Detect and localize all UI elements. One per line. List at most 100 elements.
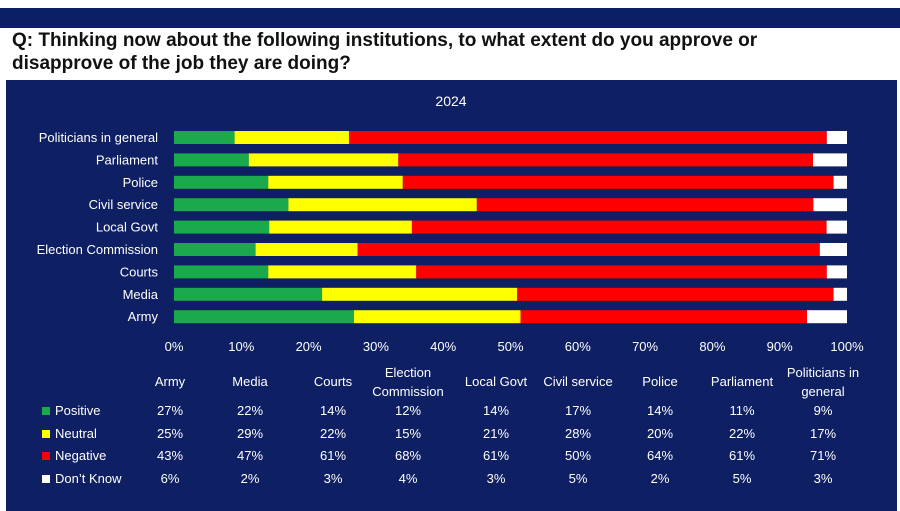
table-column-header: Commission [372, 384, 444, 399]
x-tick-label: 0% [165, 339, 184, 354]
bar-segment-negative [402, 175, 834, 189]
table-column-header: Politicians in [787, 365, 859, 380]
table-cell: 61% [729, 448, 755, 463]
bar-segment-don-t-know [819, 243, 847, 256]
table-cell: 22% [320, 426, 346, 441]
table-cell: 22% [729, 426, 755, 441]
table-cell: 17% [565, 403, 591, 418]
bar-segment-don-t-know [813, 153, 847, 167]
bar-segment-positive [174, 175, 269, 189]
table-cell: 5% [733, 471, 752, 486]
x-tick-label: 60% [565, 339, 591, 354]
table-cell: 27% [157, 403, 183, 418]
table-cell: 21% [483, 426, 509, 441]
bar-segment-negative [398, 153, 814, 167]
bar-segment-neutral [268, 265, 417, 279]
x-tick-label: 80% [699, 339, 725, 354]
category-label: Politicians in general [39, 130, 158, 145]
bar-segment-neutral [268, 175, 403, 189]
table-column-header: Local Govt [465, 374, 528, 389]
bar-segment-don-t-know [833, 287, 847, 301]
table-column-header: general [801, 384, 844, 399]
table-cell: 25% [157, 426, 183, 441]
bar-segment-positive [174, 131, 235, 144]
table-cell: 61% [320, 448, 346, 463]
chart-title: 2024 [435, 93, 466, 109]
table-column-header: Police [642, 374, 677, 389]
bar-segment-positive [174, 153, 249, 167]
table-cell: 29% [237, 426, 263, 441]
bar-segment-neutral [255, 243, 358, 256]
bar-segment-don-t-know [826, 131, 847, 144]
bar-segment-positive [174, 243, 256, 256]
table-cell: 47% [237, 448, 263, 463]
table-cell: 22% [237, 403, 263, 418]
bar-segment-negative [411, 220, 827, 234]
table-column-header: Parliament [711, 374, 774, 389]
bar-segment-negative [517, 287, 834, 301]
category-label: Civil service [89, 197, 158, 212]
bar-segment-neutral [322, 287, 518, 301]
x-tick-label: 10% [228, 339, 254, 354]
category-label: Police [123, 175, 158, 190]
table-column-header: Media [232, 374, 268, 389]
bar-segment-negative [476, 198, 814, 212]
bar-segment-don-t-know [826, 220, 847, 234]
legend-swatch [42, 430, 50, 438]
table-cell: 17% [810, 426, 836, 441]
question-text: Q: Thinking now about the following inst… [12, 29, 892, 75]
table-cell: 12% [395, 403, 421, 418]
x-tick-label: 20% [296, 339, 322, 354]
bar-segment-neutral [269, 220, 412, 234]
bar-segment-neutral [234, 131, 349, 144]
table-cell: 14% [483, 403, 509, 418]
legend-label: Don’t Know [55, 471, 122, 486]
table-cell: 15% [395, 426, 421, 441]
bar-segment-negative [416, 265, 827, 279]
table-cell: 5% [569, 471, 588, 486]
x-tick-label: 90% [767, 339, 793, 354]
bar-segment-positive [174, 310, 354, 324]
table-cell: 2% [241, 471, 260, 486]
table-cell: 20% [647, 426, 673, 441]
bar-segment-neutral [353, 310, 521, 324]
table-cell: 3% [324, 471, 343, 486]
category-label: Local Govt [96, 220, 159, 235]
question-line-2: disapprove of the job they are doing? [12, 53, 351, 74]
table-cell: 3% [814, 471, 833, 486]
table-cell: 71% [810, 448, 836, 463]
table-cell: 6% [161, 471, 180, 486]
bar-segment-don-t-know [833, 175, 847, 189]
bar-segment-don-t-know [826, 265, 847, 279]
table-cell: 50% [565, 448, 591, 463]
table-cell: 43% [157, 448, 183, 463]
table-cell: 14% [647, 403, 673, 418]
bar-segment-don-t-know [807, 310, 847, 324]
bar-segment-negative [357, 243, 820, 256]
category-label: Army [128, 309, 159, 324]
table-cell: 61% [483, 448, 509, 463]
table-cell: 3% [487, 471, 506, 486]
x-tick-label: 50% [497, 339, 523, 354]
bar-segment-positive [174, 198, 289, 212]
legend-label: Negative [55, 448, 106, 463]
table-column-header: Courts [314, 374, 353, 389]
x-tick-label: 70% [632, 339, 658, 354]
table-cell: 11% [729, 403, 754, 418]
table-cell: 28% [565, 426, 591, 441]
legend-swatch [42, 407, 50, 415]
table-column-header: Army [155, 374, 186, 389]
table-cell: 14% [320, 403, 346, 418]
legend-swatch [42, 452, 50, 460]
category-label: Media [123, 287, 159, 302]
category-label: Parliament [96, 152, 159, 167]
bar-segment-positive [174, 220, 270, 234]
question-line-1: Q: Thinking now about the following inst… [12, 30, 758, 51]
bar-segment-positive [174, 287, 323, 301]
legend-label: Positive [55, 403, 101, 418]
x-tick-label: 30% [363, 339, 389, 354]
table-cell: 9% [814, 403, 833, 418]
table-cell: 64% [647, 448, 673, 463]
table-cell: 4% [399, 471, 418, 486]
x-tick-label: 100% [830, 339, 864, 354]
